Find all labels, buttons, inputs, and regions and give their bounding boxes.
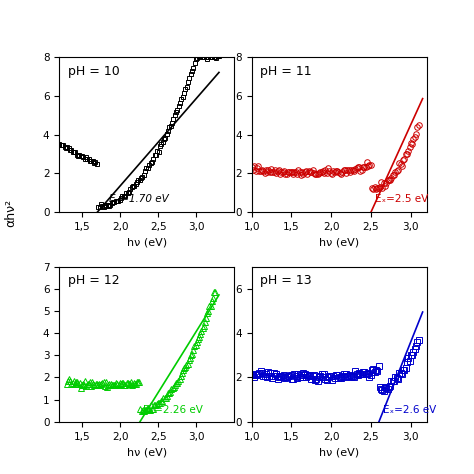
Text: pH = 13: pH = 13 <box>260 274 312 287</box>
X-axis label: hν (eV): hν (eV) <box>319 447 359 457</box>
Text: Eₓ=1.70 eV: Eₓ=1.70 eV <box>109 194 168 204</box>
Text: Eₓ=2.5 eV: Eₓ=2.5 eV <box>375 194 428 204</box>
Text: Eₓ=2.6 eV: Eₓ=2.6 eV <box>383 405 436 415</box>
X-axis label: hν (eV): hν (eV) <box>127 447 167 457</box>
Text: αhν²: αhν² <box>5 199 18 228</box>
Text: pH = 11: pH = 11 <box>260 64 312 78</box>
Text: Eₓ=2.26 eV: Eₓ=2.26 eV <box>143 405 203 415</box>
X-axis label: hν (eV): hν (eV) <box>319 237 359 247</box>
X-axis label: hν (eV): hν (eV) <box>127 237 167 247</box>
Text: pH = 10: pH = 10 <box>68 64 120 78</box>
Text: pH = 12: pH = 12 <box>68 274 119 287</box>
